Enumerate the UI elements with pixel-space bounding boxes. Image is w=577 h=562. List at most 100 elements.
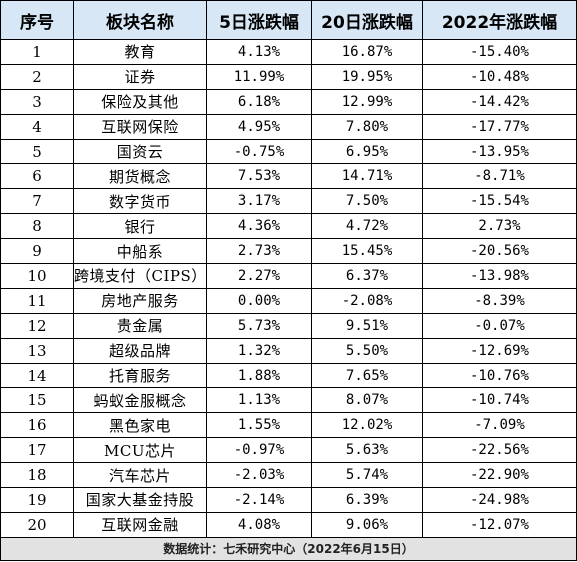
cell-sector-name: 贵金属 <box>73 312 207 339</box>
cell-2022-change: -13.95% <box>422 138 577 165</box>
header-row: 序号 板块名称 5日涨跌幅 20日涨跌幅 2022年涨跌幅 <box>0 0 577 40</box>
cell-index: 20 <box>0 511 74 538</box>
cell-index: 3 <box>0 88 74 115</box>
cell-sector-name: 蚂蚁金服概念 <box>73 387 207 414</box>
table-row: 13 超级品牌 1.32% 5.50% -12.69% <box>0 337 577 364</box>
cell-index: 18 <box>0 462 74 489</box>
cell-index: 11 <box>0 287 74 314</box>
cell-5day-change: 2.73% <box>206 238 312 265</box>
table-row: 6 期货概念 7.53% 14.71% -8.71% <box>0 163 577 190</box>
cell-20day-change: 16.87% <box>311 39 423 65</box>
cell-20day-change: 5.74% <box>311 462 423 489</box>
cell-2022-change: -10.74% <box>422 387 577 414</box>
cell-index: 7 <box>0 188 74 215</box>
table-row: 20 互联网金融 4.08% 9.06% -12.07% <box>0 511 577 538</box>
cell-sector-name: 超级品牌 <box>73 337 207 364</box>
cell-2022-change: -14.42% <box>422 88 577 115</box>
cell-sector-name: 互联网金融 <box>73 511 207 538</box>
cell-5day-change: 1.13% <box>206 387 312 414</box>
cell-20day-change: 19.95% <box>311 63 423 90</box>
cell-2022-change: 2.73% <box>422 213 577 240</box>
cell-sector-name: 中船系 <box>73 238 207 265</box>
cell-index: 14 <box>0 362 74 389</box>
cell-sector-name: 黑色家电 <box>73 412 207 439</box>
cell-5day-change: 5.73% <box>206 312 312 339</box>
cell-5day-change: 1.55% <box>206 412 312 439</box>
cell-20day-change: 12.02% <box>311 412 423 439</box>
cell-2022-change: -24.98% <box>422 487 577 513</box>
cell-index: 10 <box>0 263 74 289</box>
cell-index: 17 <box>0 437 74 464</box>
table-row: 12 贵金属 5.73% 9.51% -0.07% <box>0 312 577 339</box>
table-row: 7 数字货币 3.17% 7.50% -15.54% <box>0 188 577 215</box>
cell-2022-change: -8.39% <box>422 287 577 314</box>
cell-sector-name: 数字货币 <box>73 188 207 215</box>
cell-sector-name: 国资云 <box>73 138 207 165</box>
cell-5day-change: 0.00% <box>206 287 312 314</box>
cell-sector-name: 教育 <box>73 39 207 65</box>
cell-20day-change: 8.07% <box>311 387 423 414</box>
cell-index: 5 <box>0 138 74 165</box>
cell-20day-change: 7.80% <box>311 113 423 140</box>
cell-sector-name: 房地产服务 <box>73 287 207 314</box>
table-row: 1 教育 4.13% 16.87% -15.40% <box>0 39 577 65</box>
header-2022-change: 2022年涨跌幅 <box>422 0 577 40</box>
cell-index: 12 <box>0 312 74 339</box>
cell-2022-change: -8.71% <box>422 163 577 190</box>
cell-5day-change: -2.03% <box>206 462 312 489</box>
cell-20day-change: 6.95% <box>311 138 423 165</box>
cell-2022-change: -7.09% <box>422 412 577 439</box>
cell-5day-change: 11.99% <box>206 63 312 90</box>
cell-sector-name: 汽车芯片 <box>73 462 207 489</box>
table-row: 17 MCU芯片 -0.97% 5.63% -22.56% <box>0 437 577 464</box>
cell-index: 9 <box>0 238 74 265</box>
cell-20day-change: 15.45% <box>311 238 423 265</box>
cell-2022-change: -12.69% <box>422 337 577 364</box>
cell-5day-change: 4.08% <box>206 511 312 538</box>
cell-2022-change: -12.07% <box>422 511 577 538</box>
cell-5day-change: 6.18% <box>206 88 312 115</box>
table-row: 3 保险及其他 6.18% 12.99% -14.42% <box>0 88 577 115</box>
cell-5day-change: -0.97% <box>206 437 312 464</box>
cell-2022-change: -0.07% <box>422 312 577 339</box>
cell-index: 6 <box>0 163 74 190</box>
cell-20day-change: 9.51% <box>311 312 423 339</box>
cell-index: 1 <box>0 39 74 65</box>
cell-20day-change: 12.99% <box>311 88 423 115</box>
cell-20day-change: 4.72% <box>311 213 423 240</box>
data-source-note: 数据统计：七禾研究中心（2022年6月15日） <box>0 536 577 561</box>
cell-sector-name: MCU芯片 <box>73 437 207 464</box>
cell-20day-change: 6.37% <box>311 263 423 289</box>
cell-20day-change: 7.50% <box>311 188 423 215</box>
cell-20day-change: 9.06% <box>311 511 423 538</box>
table-row: 19 国家大基金持股 -2.14% 6.39% -24.98% <box>0 487 577 513</box>
cell-20day-change: 5.50% <box>311 337 423 364</box>
cell-5day-change: 1.32% <box>206 337 312 364</box>
table-row: 2 证券 11.99% 19.95% -10.48% <box>0 63 577 90</box>
cell-index: 8 <box>0 213 74 240</box>
cell-index: 13 <box>0 337 74 364</box>
cell-sector-name: 国家大基金持股 <box>73 487 207 513</box>
cell-2022-change: -15.54% <box>422 188 577 215</box>
cell-5day-change: 1.88% <box>206 362 312 389</box>
cell-sector-name: 互联网保险 <box>73 113 207 140</box>
cell-5day-change: 4.95% <box>206 113 312 140</box>
cell-5day-change: -0.75% <box>206 138 312 165</box>
header-20day-change: 20日涨跌幅 <box>311 0 423 40</box>
cell-sector-name: 保险及其他 <box>73 88 207 115</box>
cell-index: 2 <box>0 63 74 90</box>
cell-5day-change: 7.53% <box>206 163 312 190</box>
cell-sector-name: 期货概念 <box>73 163 207 190</box>
cell-5day-change: 4.13% <box>206 39 312 65</box>
table-row: 15 蚂蚁金服概念 1.13% 8.07% -10.74% <box>0 387 577 414</box>
cell-20day-change: 14.71% <box>311 163 423 190</box>
cell-2022-change: -22.56% <box>422 437 577 464</box>
cell-20day-change: 6.39% <box>311 487 423 513</box>
cell-sector-name: 托育服务 <box>73 362 207 389</box>
table-row: 10 跨境支付（CIPS） 2.27% 6.37% -13.98% <box>0 263 577 289</box>
table-row: 9 中船系 2.73% 15.45% -20.56% <box>0 238 577 265</box>
cell-5day-change: 4.36% <box>206 213 312 240</box>
header-5day-change: 5日涨跌幅 <box>206 0 312 40</box>
